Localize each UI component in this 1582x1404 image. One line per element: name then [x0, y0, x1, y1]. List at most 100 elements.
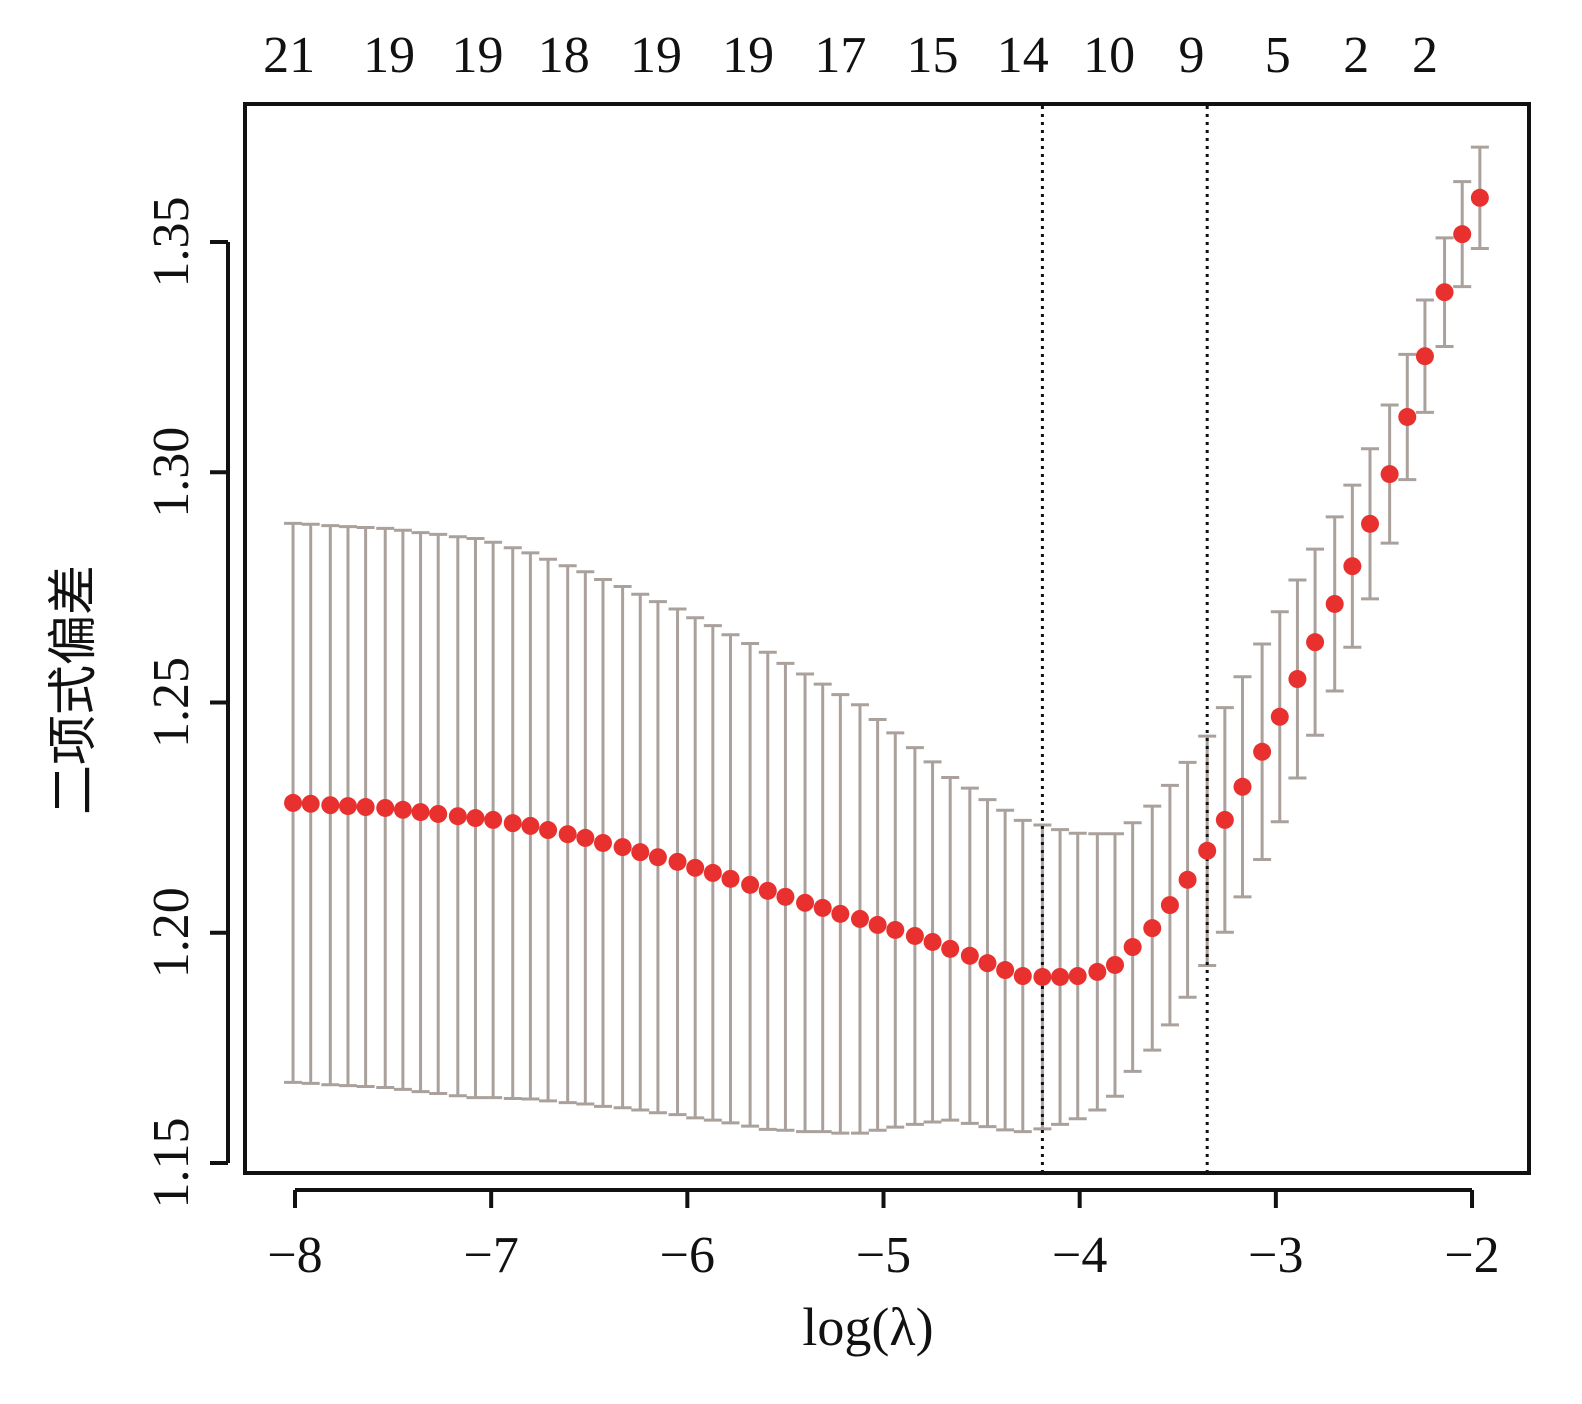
top-tick-label: 19: [363, 27, 415, 84]
data-point: [703, 863, 722, 882]
data-point: [1398, 407, 1417, 426]
data-point: [1415, 347, 1434, 366]
data-point: [886, 920, 905, 939]
data-point: [1088, 962, 1107, 981]
data-point: [1143, 919, 1162, 938]
data-point: [1160, 896, 1179, 915]
x-axis-label: log(λ): [802, 1297, 933, 1357]
y-tick-label: 1.30: [143, 427, 200, 518]
top-tick-label: 17: [814, 27, 866, 84]
data-point: [558, 825, 577, 844]
x-tick-label: −8: [267, 1227, 322, 1284]
data-point: [1198, 841, 1217, 860]
data-point: [1068, 967, 1087, 986]
data-point: [1013, 967, 1032, 986]
x-tick-label: −6: [660, 1227, 715, 1284]
top-tick-label: 10: [1083, 27, 1135, 84]
top-tick-label: 9: [1178, 27, 1204, 84]
data-point: [1288, 670, 1307, 689]
data-point: [721, 869, 740, 888]
data-point: [321, 796, 340, 815]
data-point: [1033, 967, 1052, 986]
data-point: [1123, 938, 1142, 957]
top-tick-label: 15: [907, 27, 959, 84]
data-point: [668, 852, 687, 871]
data-point: [411, 803, 430, 822]
data-point: [796, 893, 815, 912]
y-tick-label: 1.15: [143, 1118, 200, 1209]
data-point: [576, 828, 595, 847]
data-point: [1380, 465, 1399, 484]
data-point: [941, 939, 960, 958]
top-axis: 21 19 19 18 19 19 17 15 14 10 9 5 2 2: [263, 27, 1438, 84]
data-point: [905, 926, 924, 945]
data-point: [448, 807, 467, 826]
data-point: [996, 961, 1015, 980]
y-axis: 1.15 1.20 1.25 1.30 1.35: [143, 197, 230, 1209]
top-tick-label: 2: [1412, 27, 1438, 84]
data-point: [631, 843, 650, 862]
top-tick-label: 14: [997, 27, 1049, 84]
data-point: [429, 804, 448, 823]
data-point: [648, 848, 667, 867]
data-point: [1435, 283, 1454, 302]
y-axis-label: 二项式偏差: [44, 565, 102, 815]
data-point: [1306, 633, 1325, 652]
top-tick-label: 18: [538, 27, 590, 84]
data-point: [1470, 188, 1489, 207]
data-point: [356, 798, 375, 817]
data-point: [284, 793, 303, 812]
data-point: [923, 932, 942, 951]
data-point: [1178, 870, 1197, 889]
data-point: [850, 909, 869, 928]
data-point: [741, 875, 760, 894]
top-tick-label: 19: [451, 27, 503, 84]
data-point: [1270, 707, 1289, 726]
data-point: [960, 946, 979, 965]
data-point: [868, 915, 887, 934]
top-tick-label: 5: [1265, 27, 1291, 84]
data-point: [466, 809, 485, 828]
data-point: [484, 810, 503, 829]
top-tick-label: 2: [1343, 27, 1369, 84]
data-point: [1343, 557, 1362, 576]
data-point: [686, 858, 705, 877]
data-point: [1453, 225, 1472, 244]
top-tick-label: 19: [722, 27, 774, 84]
data-point: [1361, 514, 1380, 533]
data-point: [758, 881, 777, 900]
data-point: [776, 887, 795, 906]
y-tick-label: 1.35: [143, 197, 200, 288]
data-point: [1215, 810, 1234, 829]
data-point: [301, 794, 320, 813]
plot-frame: [243, 102, 1531, 1175]
data-point: [613, 838, 632, 857]
data-point: [338, 797, 357, 816]
x-tick-label: −2: [1444, 1227, 1499, 1284]
data-point: [376, 798, 395, 817]
data-point: [593, 833, 612, 852]
y-tick-label: 1.25: [143, 657, 200, 748]
data-point: [1325, 594, 1344, 613]
y-tick-label: 1.20: [143, 887, 200, 978]
data-point: [978, 954, 997, 973]
data-point: [1105, 955, 1124, 974]
data-point: [393, 800, 412, 819]
data-point: [539, 821, 558, 840]
data-point: [1233, 777, 1252, 796]
top-tick-label: 19: [630, 27, 682, 84]
data-point: [1253, 742, 1272, 761]
top-tick-label: 21: [263, 27, 315, 84]
data-point: [813, 898, 832, 917]
data-point: [521, 816, 540, 835]
x-axis: −8 −7 −6 −5 −4 −3 −2: [267, 1188, 1500, 1284]
data-points: [284, 188, 1489, 986]
x-tick-label: −3: [1248, 1227, 1303, 1284]
data-point: [1051, 967, 1070, 986]
x-tick-label: −4: [1052, 1227, 1107, 1284]
data-point: [831, 904, 850, 923]
reference-lines: [1040, 106, 1209, 1171]
x-tick-label: −5: [856, 1227, 911, 1284]
data-point: [503, 814, 522, 833]
